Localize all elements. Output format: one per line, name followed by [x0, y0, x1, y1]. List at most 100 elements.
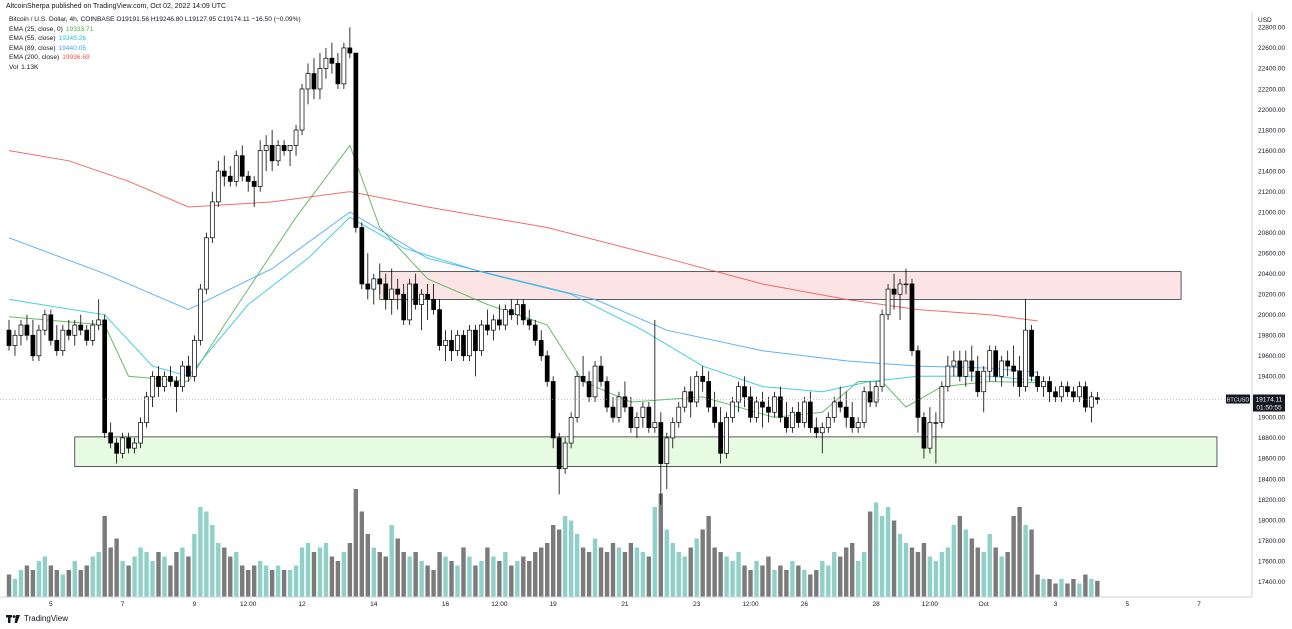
volume-bar	[550, 525, 556, 597]
candle	[233, 150, 239, 187]
candle	[251, 176, 257, 207]
candle-body	[843, 406, 849, 418]
price-tick-label: 18800.00	[1258, 435, 1285, 442]
price-tick-label: 21600.00	[1258, 148, 1285, 155]
candle-body	[837, 401, 843, 408]
candle-body	[891, 288, 897, 295]
volume-bar	[688, 547, 693, 597]
tradingview-logo-icon	[6, 614, 20, 623]
candle	[861, 386, 867, 428]
candle	[203, 232, 209, 295]
legend-ema89: EMA (89, close) 19440.05	[9, 44, 301, 54]
volume-bar	[844, 547, 849, 597]
candle	[317, 53, 323, 100]
time-tick-label: 9	[193, 601, 197, 608]
footer-brand[interactable]: TradingView	[6, 614, 68, 623]
volume-bar	[299, 547, 305, 597]
candle	[371, 273, 377, 305]
volume-bar	[545, 543, 550, 597]
candle-body	[993, 350, 999, 377]
candle-body	[807, 401, 813, 429]
candle	[622, 381, 628, 413]
price-tick-label: 22800.00	[1258, 25, 1285, 32]
candle-body	[497, 319, 502, 326]
candle	[831, 396, 837, 423]
candle-body	[168, 375, 173, 382]
candle	[676, 402, 682, 428]
candle-body	[885, 288, 891, 316]
volume-bar	[592, 538, 598, 597]
price-tick-label: 21200.00	[1258, 189, 1285, 196]
volume-bar	[539, 547, 544, 597]
candle-body	[897, 283, 903, 295]
candle	[132, 437, 137, 454]
candle	[1077, 381, 1082, 402]
volume-bar	[909, 547, 915, 597]
candle	[66, 319, 72, 341]
candle	[305, 63, 311, 105]
volume-bar	[467, 556, 472, 597]
volume-bar	[826, 565, 831, 597]
candle-body	[514, 304, 520, 316]
candle	[365, 253, 371, 300]
time-tick-label: 21	[621, 601, 629, 608]
legend-value: 19440.05	[58, 44, 87, 52]
volume-bar	[1041, 579, 1046, 597]
volume-bar	[574, 534, 580, 597]
volume-bar	[754, 561, 759, 597]
volume-bar	[371, 547, 376, 597]
candle-body	[269, 145, 275, 162]
candle-body	[694, 375, 700, 403]
candle	[24, 314, 30, 341]
candle-body	[963, 360, 969, 377]
candle-body	[801, 401, 807, 423]
volume-bar	[24, 565, 30, 597]
candle	[885, 283, 891, 320]
candle-body	[383, 283, 389, 300]
candle-body	[299, 88, 305, 131]
price-tick-label: 17800.00	[1258, 538, 1285, 545]
candle	[114, 437, 119, 464]
candle	[192, 335, 197, 382]
volume-bar	[975, 547, 980, 597]
volume-bar	[335, 561, 341, 597]
candle	[754, 396, 759, 423]
currency-label: USD	[1258, 17, 1272, 24]
volume-bar	[838, 556, 843, 597]
candle-body	[54, 340, 60, 352]
volume-bar	[832, 552, 837, 597]
candle-body	[102, 319, 108, 434]
candle	[778, 386, 783, 423]
candle-body	[933, 422, 939, 424]
candle-body	[227, 175, 233, 182]
volume-bar	[36, 561, 42, 597]
candle-body	[867, 391, 873, 403]
volume-bar	[347, 543, 353, 597]
volume-bar	[455, 565, 460, 597]
candle-body	[389, 288, 395, 300]
candle-body	[951, 360, 957, 367]
candle-body	[1053, 391, 1058, 398]
candle-body	[317, 68, 323, 90]
candle-body	[736, 386, 741, 403]
volume-bar	[126, 565, 131, 597]
candle	[969, 345, 975, 382]
volume-bar	[257, 561, 263, 597]
candle-body	[634, 417, 640, 429]
candle	[150, 371, 155, 408]
volume-bar	[419, 561, 424, 597]
candle-body	[353, 52, 359, 228]
candle	[108, 422, 114, 449]
candle	[538, 330, 544, 361]
candle	[449, 330, 454, 361]
volume-bar	[670, 543, 675, 597]
candle	[592, 360, 598, 402]
volume-bar	[1035, 574, 1040, 597]
candle	[873, 381, 879, 408]
time-tick-label: 16	[442, 601, 450, 608]
volume-bar	[604, 552, 610, 597]
candle-body	[1017, 370, 1022, 387]
candle	[1029, 325, 1034, 382]
candle	[174, 376, 179, 413]
